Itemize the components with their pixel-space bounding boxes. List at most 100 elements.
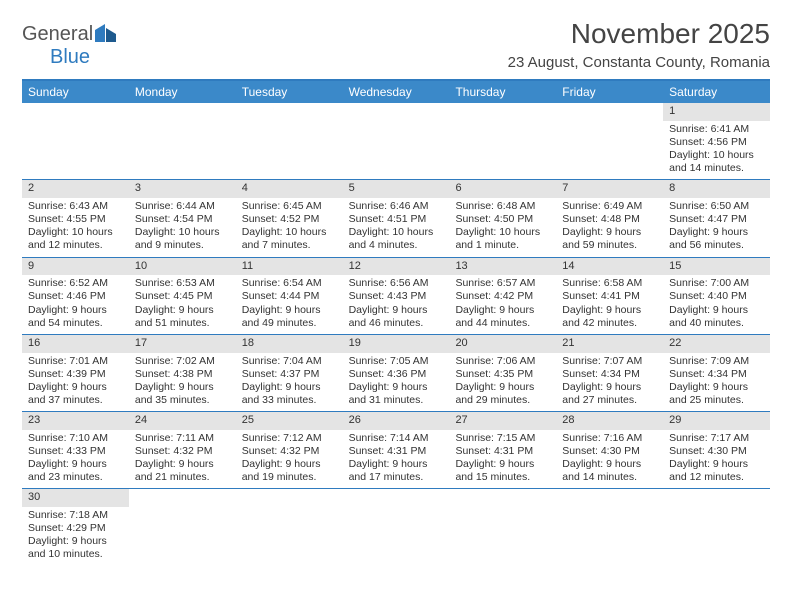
page: General Blue November 2025 23 August, Co… bbox=[0, 0, 792, 584]
day-cell bbox=[449, 489, 556, 565]
daylight-text: Daylight: 9 hours and 15 minutes. bbox=[455, 458, 550, 484]
sunset-text: Sunset: 4:52 PM bbox=[242, 213, 337, 226]
day-body: Sunrise: 7:14 AMSunset: 4:31 PMDaylight:… bbox=[343, 430, 450, 489]
sunset-text: Sunset: 4:31 PM bbox=[349, 445, 444, 458]
day-body: Sunrise: 6:44 AMSunset: 4:54 PMDaylight:… bbox=[129, 198, 236, 257]
day-number: 8 bbox=[663, 180, 770, 198]
day-number: 19 bbox=[343, 335, 450, 353]
calendar: SundayMondayTuesdayWednesdayThursdayFrid… bbox=[22, 79, 770, 566]
day-body: Sunrise: 6:46 AMSunset: 4:51 PMDaylight:… bbox=[343, 198, 450, 257]
sunrise-text: Sunrise: 7:17 AM bbox=[669, 432, 764, 445]
sunset-text: Sunset: 4:31 PM bbox=[455, 445, 550, 458]
week-row: 30Sunrise: 7:18 AMSunset: 4:29 PMDayligh… bbox=[22, 489, 770, 565]
day-cell: 23Sunrise: 7:10 AMSunset: 4:33 PMDayligh… bbox=[22, 412, 129, 488]
sunset-text: Sunset: 4:37 PM bbox=[242, 368, 337, 381]
weeks-container: 1Sunrise: 6:41 AMSunset: 4:56 PMDaylight… bbox=[22, 103, 770, 566]
sunrise-text: Sunrise: 6:48 AM bbox=[455, 200, 550, 213]
week-row: 16Sunrise: 7:01 AMSunset: 4:39 PMDayligh… bbox=[22, 335, 770, 412]
day-cell: 5Sunrise: 6:46 AMSunset: 4:51 PMDaylight… bbox=[343, 180, 450, 256]
day-number: 2 bbox=[22, 180, 129, 198]
day-number: 17 bbox=[129, 335, 236, 353]
day-body: Sunrise: 7:10 AMSunset: 4:33 PMDaylight:… bbox=[22, 430, 129, 489]
day-number: 4 bbox=[236, 180, 343, 198]
day-number: 13 bbox=[449, 258, 556, 276]
day-header: Thursday bbox=[449, 81, 556, 103]
logo-icon bbox=[95, 24, 117, 47]
sunrise-text: Sunrise: 7:18 AM bbox=[28, 509, 123, 522]
sunrise-text: Sunrise: 6:53 AM bbox=[135, 277, 230, 290]
sunset-text: Sunset: 4:54 PM bbox=[135, 213, 230, 226]
day-number: 15 bbox=[663, 258, 770, 276]
day-header: Tuesday bbox=[236, 81, 343, 103]
day-number: 22 bbox=[663, 335, 770, 353]
day-body: Sunrise: 6:50 AMSunset: 4:47 PMDaylight:… bbox=[663, 198, 770, 257]
sunset-text: Sunset: 4:38 PM bbox=[135, 368, 230, 381]
week-row: 2Sunrise: 6:43 AMSunset: 4:55 PMDaylight… bbox=[22, 180, 770, 257]
logo-text-general: General bbox=[22, 23, 93, 45]
sunrise-text: Sunrise: 6:52 AM bbox=[28, 277, 123, 290]
daylight-text: Daylight: 9 hours and 14 minutes. bbox=[562, 458, 657, 484]
daylight-text: Daylight: 9 hours and 44 minutes. bbox=[455, 304, 550, 330]
day-number: 11 bbox=[236, 258, 343, 276]
day-cell: 21Sunrise: 7:07 AMSunset: 4:34 PMDayligh… bbox=[556, 335, 663, 411]
day-cell: 7Sunrise: 6:49 AMSunset: 4:48 PMDaylight… bbox=[556, 180, 663, 256]
sunrise-text: Sunrise: 7:11 AM bbox=[135, 432, 230, 445]
day-cell: 12Sunrise: 6:56 AMSunset: 4:43 PMDayligh… bbox=[343, 258, 450, 334]
week-row: 1Sunrise: 6:41 AMSunset: 4:56 PMDaylight… bbox=[22, 103, 770, 180]
page-title: November 2025 bbox=[508, 18, 770, 50]
daylight-text: Daylight: 9 hours and 59 minutes. bbox=[562, 226, 657, 252]
day-number: 16 bbox=[22, 335, 129, 353]
sunset-text: Sunset: 4:43 PM bbox=[349, 290, 444, 303]
day-number: 20 bbox=[449, 335, 556, 353]
day-cell bbox=[343, 489, 450, 565]
daylight-text: Daylight: 9 hours and 35 minutes. bbox=[135, 381, 230, 407]
daylight-text: Daylight: 9 hours and 54 minutes. bbox=[28, 304, 123, 330]
day-body: Sunrise: 7:11 AMSunset: 4:32 PMDaylight:… bbox=[129, 430, 236, 489]
daylight-text: Daylight: 9 hours and 46 minutes. bbox=[349, 304, 444, 330]
day-cell: 30Sunrise: 7:18 AMSunset: 4:29 PMDayligh… bbox=[22, 489, 129, 565]
sunrise-text: Sunrise: 6:43 AM bbox=[28, 200, 123, 213]
sunset-text: Sunset: 4:50 PM bbox=[455, 213, 550, 226]
day-number: 30 bbox=[22, 489, 129, 507]
day-body: Sunrise: 7:18 AMSunset: 4:29 PMDaylight:… bbox=[22, 507, 129, 566]
sunrise-text: Sunrise: 7:12 AM bbox=[242, 432, 337, 445]
sunrise-text: Sunrise: 7:16 AM bbox=[562, 432, 657, 445]
sunset-text: Sunset: 4:34 PM bbox=[669, 368, 764, 381]
day-number: 21 bbox=[556, 335, 663, 353]
day-cell: 17Sunrise: 7:02 AMSunset: 4:38 PMDayligh… bbox=[129, 335, 236, 411]
day-cell bbox=[663, 489, 770, 565]
daylight-text: Daylight: 9 hours and 51 minutes. bbox=[135, 304, 230, 330]
page-subtitle: 23 August, Constanta County, Romania bbox=[508, 54, 770, 71]
day-body: Sunrise: 6:45 AMSunset: 4:52 PMDaylight:… bbox=[236, 198, 343, 257]
day-body: Sunrise: 7:06 AMSunset: 4:35 PMDaylight:… bbox=[449, 353, 556, 412]
day-cell: 22Sunrise: 7:09 AMSunset: 4:34 PMDayligh… bbox=[663, 335, 770, 411]
day-cell bbox=[236, 103, 343, 179]
header: General Blue November 2025 23 August, Co… bbox=[22, 18, 770, 71]
sunset-text: Sunset: 4:32 PM bbox=[242, 445, 337, 458]
sunset-text: Sunset: 4:32 PM bbox=[135, 445, 230, 458]
daylight-text: Daylight: 9 hours and 40 minutes. bbox=[669, 304, 764, 330]
sunset-text: Sunset: 4:36 PM bbox=[349, 368, 444, 381]
day-body: Sunrise: 7:07 AMSunset: 4:34 PMDaylight:… bbox=[556, 353, 663, 412]
day-cell: 29Sunrise: 7:17 AMSunset: 4:30 PMDayligh… bbox=[663, 412, 770, 488]
title-block: November 2025 23 August, Constanta Count… bbox=[508, 18, 770, 71]
day-number: 3 bbox=[129, 180, 236, 198]
day-number: 26 bbox=[343, 412, 450, 430]
daylight-text: Daylight: 9 hours and 56 minutes. bbox=[669, 226, 764, 252]
daylight-text: Daylight: 9 hours and 21 minutes. bbox=[135, 458, 230, 484]
sunrise-text: Sunrise: 7:02 AM bbox=[135, 355, 230, 368]
sunset-text: Sunset: 4:39 PM bbox=[28, 368, 123, 381]
week-row: 23Sunrise: 7:10 AMSunset: 4:33 PMDayligh… bbox=[22, 412, 770, 489]
day-cell bbox=[129, 103, 236, 179]
sunset-text: Sunset: 4:42 PM bbox=[455, 290, 550, 303]
sunrise-text: Sunrise: 7:14 AM bbox=[349, 432, 444, 445]
day-number: 29 bbox=[663, 412, 770, 430]
day-number: 9 bbox=[22, 258, 129, 276]
daylight-text: Daylight: 9 hours and 19 minutes. bbox=[242, 458, 337, 484]
day-body: Sunrise: 6:54 AMSunset: 4:44 PMDaylight:… bbox=[236, 275, 343, 334]
day-header: Monday bbox=[129, 81, 236, 103]
day-body: Sunrise: 7:02 AMSunset: 4:38 PMDaylight:… bbox=[129, 353, 236, 412]
day-body: Sunrise: 7:09 AMSunset: 4:34 PMDaylight:… bbox=[663, 353, 770, 412]
day-body: Sunrise: 7:01 AMSunset: 4:39 PMDaylight:… bbox=[22, 353, 129, 412]
sunset-text: Sunset: 4:45 PM bbox=[135, 290, 230, 303]
